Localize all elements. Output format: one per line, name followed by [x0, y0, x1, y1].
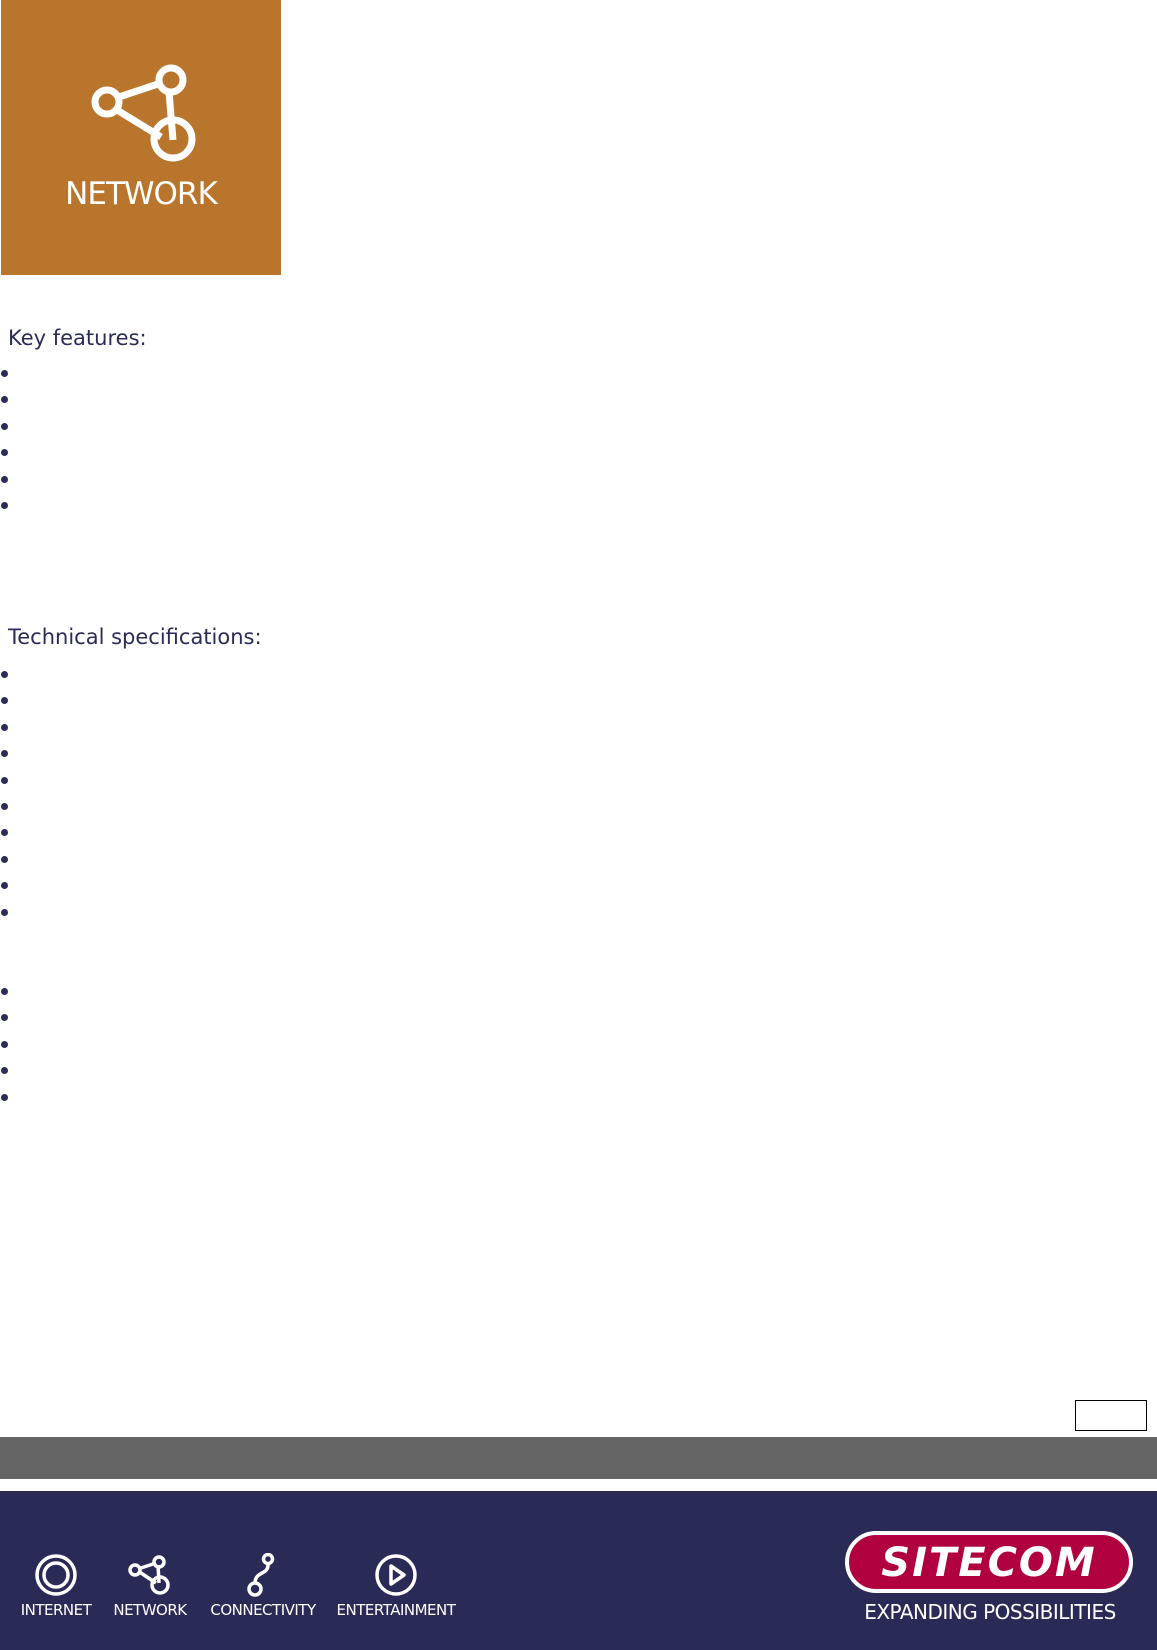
- internet-icon: [35, 1554, 77, 1596]
- category-banner: NETWORK: [1, 0, 281, 275]
- svg-text:SITECOM: SITECOM: [881, 1540, 1096, 1586]
- sitecom-logo: SITECOM: [845, 1531, 1133, 1593]
- network-icon: [128, 1555, 170, 1595]
- tagline: EXPANDING POSSIBILITIES: [864, 1600, 1116, 1624]
- category-label: INTERNET: [20, 1601, 92, 1619]
- footer: INTERNET NETWORK CONNECTIVITY ENTERTAINM…: [0, 1491, 1157, 1650]
- footer-category-internet: INTERNET: [18, 1553, 94, 1619]
- technical-specifications-heading: Technical specifications:: [8, 625, 262, 649]
- footer-category-network: NETWORK: [108, 1553, 192, 1619]
- category-title: NETWORK: [65, 176, 218, 212]
- page-number-box: [1075, 1400, 1147, 1431]
- connectivity-icon: [247, 1553, 275, 1597]
- network-icon: [91, 64, 196, 162]
- category-label: ENTERTAINMENT: [336, 1601, 456, 1619]
- key-features-heading: Key features:: [8, 326, 147, 350]
- category-label: CONNECTIVITY: [210, 1601, 316, 1619]
- footer-divider-bar: [0, 1437, 1157, 1479]
- category-label: NETWORK: [113, 1601, 187, 1619]
- play-icon: [375, 1554, 417, 1596]
- footer-category-entertainment: ENTERTAINMENT: [334, 1553, 458, 1619]
- footer-category-connectivity: CONNECTIVITY: [206, 1553, 320, 1619]
